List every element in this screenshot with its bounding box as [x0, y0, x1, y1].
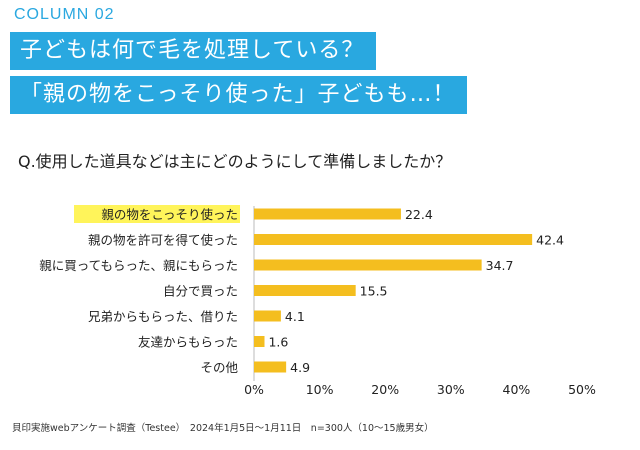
survey-question: Q.使用した道具などは主にどのようにして準備しましたか？	[18, 152, 452, 171]
value-label: 42.4	[536, 233, 564, 248]
bar	[254, 361, 287, 373]
value-label: 15.5	[360, 284, 388, 299]
value-label: 34.7	[486, 258, 514, 273]
category-label: その他	[200, 360, 238, 375]
category-label: 自分で買った	[163, 284, 238, 299]
x-tick-label: 20%	[371, 382, 399, 397]
x-tick-label: 0%	[244, 382, 264, 397]
bar	[254, 336, 265, 347]
bar-chart: 親の物をこっそり使った 22.4 親の物を許可を得て使った 42.4 親に買ってもらった…	[39, 205, 596, 397]
x-tick-label: 10%	[306, 382, 334, 397]
bar	[254, 285, 356, 296]
bar	[254, 234, 533, 245]
headline-line-2: 「親の物をこっそり使った」子どもも…！	[10, 76, 468, 114]
category-label: 親の物を許可を得て使った	[88, 233, 238, 248]
survey-footnote: 貝印実施webアンケート調査（Testee） 2024年1月5日〜1月11日 n…	[12, 423, 434, 434]
column-label: COLUMN 02	[14, 6, 115, 23]
bar	[254, 259, 482, 271]
headline-line-1: 子どもは何で毛を処理している？	[10, 32, 377, 70]
x-tick-label: 30%	[437, 382, 465, 397]
category-label: 兄弟からもらった、借りた	[88, 309, 238, 324]
category-label: 親に買ってもらった、親にもらった	[39, 258, 238, 273]
value-label: 4.1	[285, 309, 305, 324]
value-label: 22.4	[405, 207, 433, 222]
category-label: 友達からもらった	[138, 335, 238, 350]
bar	[254, 208, 401, 220]
category-highlight	[74, 205, 240, 223]
value-label: 4.9	[290, 360, 310, 375]
bar	[254, 310, 281, 322]
category-label: 親の物をこっそり使った	[101, 207, 238, 222]
x-tick-label: 40%	[503, 382, 531, 397]
x-tick-label: 50%	[568, 382, 596, 397]
value-label: 1.6	[268, 335, 288, 350]
